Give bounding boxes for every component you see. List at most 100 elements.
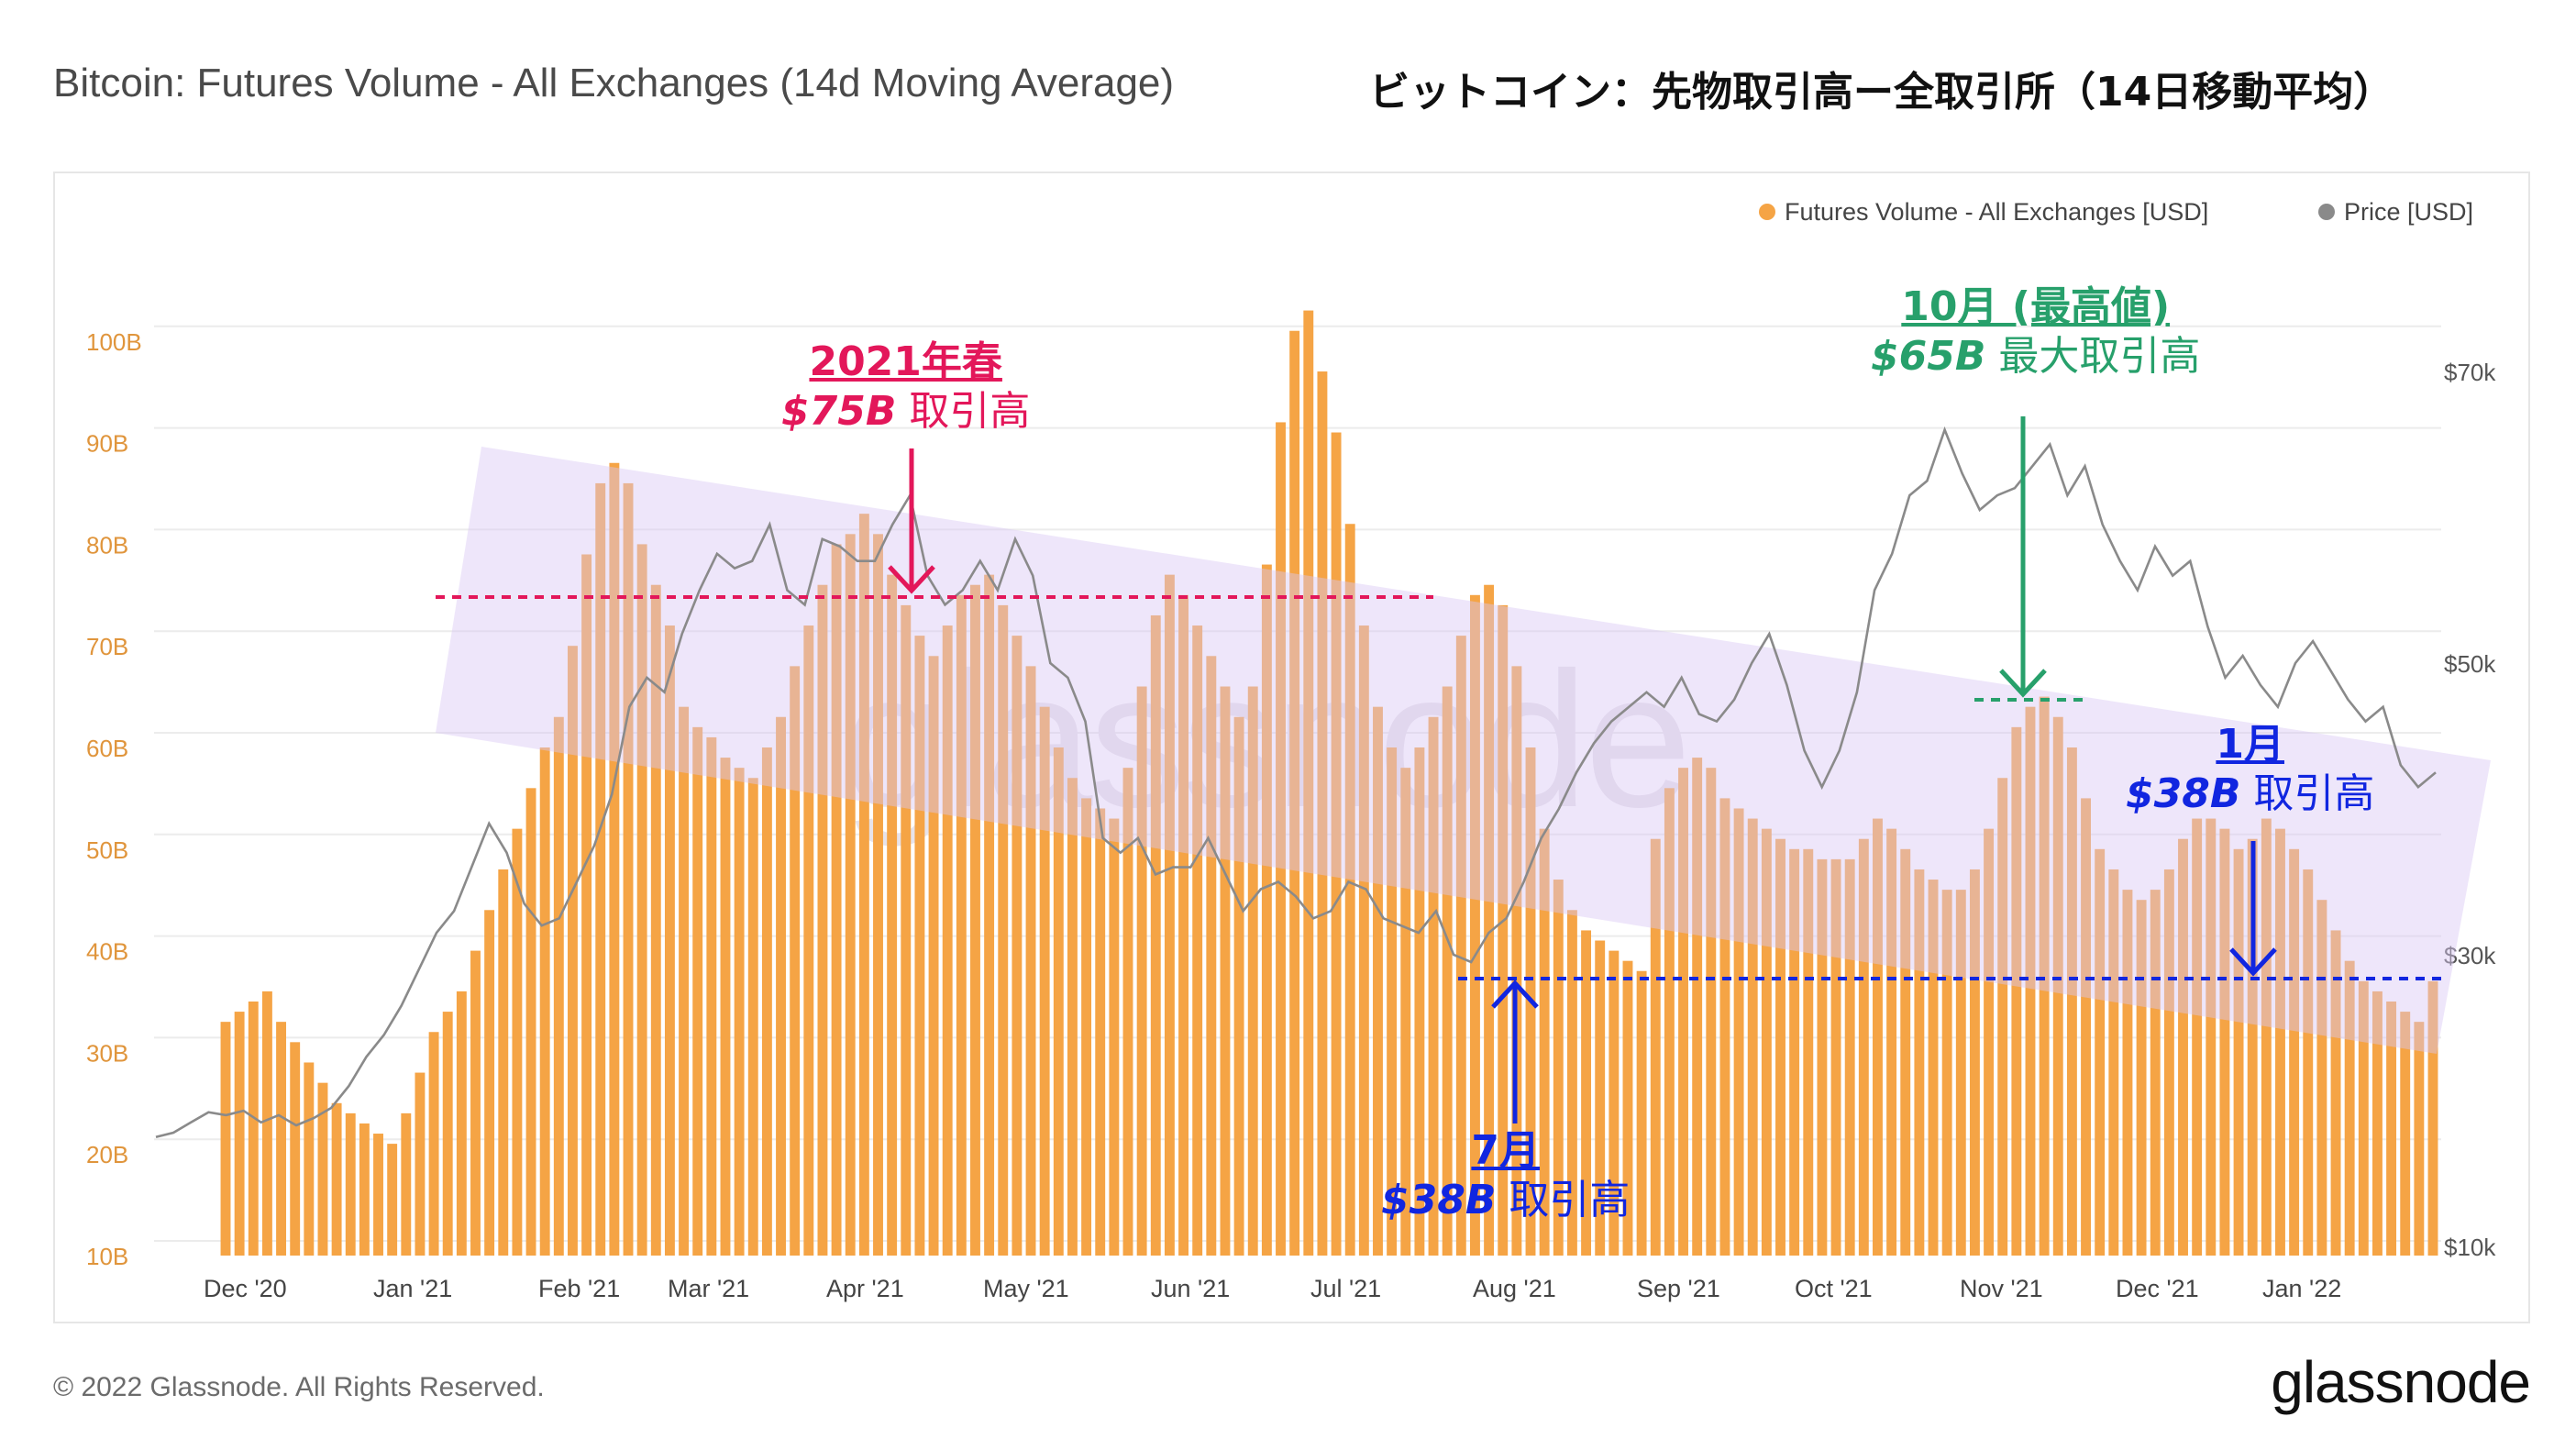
volume-bar (2275, 828, 2285, 1256)
annotation-october-volume: $65B 最大取引高 (1871, 333, 2201, 380)
volume-bar (1233, 716, 1244, 1256)
volume-bar (2261, 818, 2272, 1256)
volume-bar (1067, 778, 1078, 1256)
volume-bar (2219, 828, 2230, 1256)
y-tick-label-left: 50B (86, 836, 128, 864)
volume-bar (1220, 686, 1231, 1256)
chart-title-japanese: ビットコイン：先物取引高ー全取引所（14日移動平均） (1369, 69, 2394, 116)
volume-bar (1539, 828, 1550, 1256)
volume-bar (2039, 696, 2050, 1256)
legend-volume[interactable]: Futures Volume - All Exchanges [USD] (1759, 198, 2208, 227)
annotation-spring: 2021年春 $75B 取引高 (781, 338, 1030, 437)
volume-bar (2289, 848, 2300, 1256)
volume-bar (1609, 950, 1620, 1256)
volume-bar (220, 1022, 231, 1256)
volume-bar (831, 544, 842, 1256)
volume-bar (650, 584, 661, 1256)
volume-bar (1692, 758, 1703, 1256)
chart-panel: 10B 20B 30B 40B 50B 60B 70B 80B 90B 100B $10k $30k $… (53, 172, 2530, 1323)
volume-bar (442, 1012, 453, 1256)
volume-bar (317, 1082, 328, 1256)
volume-bar (1553, 880, 1564, 1256)
volume-bar (2427, 980, 2438, 1256)
volume-bar (1817, 858, 1828, 1256)
y-tick-label-left: 30B (86, 1039, 128, 1067)
volume-bar (456, 991, 467, 1256)
x-tick-label: Oct '21 (1795, 1275, 1873, 1302)
volume-bar (998, 604, 1009, 1256)
volume-bar (1873, 818, 1883, 1256)
volume-bar (914, 636, 925, 1256)
y-tick-label-left: 10B (86, 1243, 128, 1270)
x-tick-label: Feb '21 (538, 1275, 620, 1302)
volume-bar (747, 778, 758, 1256)
volume-bar (970, 584, 980, 1256)
volume-bar (1122, 768, 1133, 1256)
x-tick-label: Apr '21 (826, 1275, 904, 1302)
volume-bar (761, 747, 772, 1256)
volume-bar (776, 716, 786, 1256)
volume-bar (525, 788, 536, 1256)
volume-bar (887, 574, 898, 1256)
volume-bar (1678, 768, 1688, 1256)
volume-bar (2192, 818, 2203, 1256)
volume-bar (845, 534, 856, 1256)
volume-bar (636, 544, 647, 1256)
volume-bar (1498, 604, 1509, 1256)
volume-bar (1664, 788, 1675, 1256)
x-tick-label: Aug '21 (1473, 1275, 1556, 1302)
chart-title: Bitcoin: Futures Volume - All Exchanges … (53, 61, 1175, 105)
volume-bar (679, 706, 690, 1256)
annotation-january-volume: $38B 取引高 (2126, 770, 2375, 817)
y-tick-label-left: 60B (86, 735, 128, 762)
volume-bar (1109, 818, 1120, 1256)
volume-bar (1984, 828, 1995, 1256)
volume-bar (1192, 625, 1203, 1256)
volume-bar (858, 514, 869, 1256)
x-tick-label: Dec '20 (204, 1275, 287, 1302)
y-tick-label-left: 100B (86, 328, 142, 356)
arrow-july-head (1491, 980, 1539, 1009)
volume-bar (2136, 900, 2147, 1256)
y-tick-label-right: $10k (2444, 1234, 2496, 1261)
x-tick-label: Sep '21 (1637, 1275, 1720, 1302)
legend-price[interactable]: Price [USD] (2318, 198, 2473, 227)
x-tick-label: Mar '21 (668, 1275, 749, 1302)
volume-bar (261, 991, 272, 1256)
volume-bar (1789, 848, 1800, 1256)
volume-bar (1261, 564, 1272, 1256)
volume-bar (234, 1012, 245, 1256)
volume-bar (2400, 1012, 2411, 1256)
y-tick-label-left: 40B (86, 938, 128, 966)
volume-bar (1039, 706, 1050, 1256)
legend-volume-label: Futures Volume - All Exchanges [USD] (1785, 198, 2209, 226)
x-tick-label: Jan '22 (2262, 1275, 2341, 1302)
annotation-october-title: 10月 (最高値) (1901, 283, 2171, 330)
volume-bar (1178, 594, 1188, 1256)
volume-bar (623, 482, 634, 1256)
volume-bar (873, 534, 883, 1256)
volume-bar (1025, 666, 1036, 1256)
volume-bar (2095, 848, 2106, 1256)
volume-bar (1941, 890, 1952, 1256)
volume-bar (1136, 686, 1147, 1256)
y-tick-label-left: 20B (86, 1141, 128, 1168)
volume-bar (415, 1072, 426, 1256)
volume-bar (1803, 848, 1814, 1256)
volume-bar (942, 625, 953, 1256)
x-tick-label: Nov '21 (1960, 1275, 2043, 1302)
volume-bar (2025, 706, 2036, 1256)
volume-bar (1955, 890, 1966, 1256)
x-tick-label: Jun '21 (1151, 1275, 1230, 1302)
volume-bar (2178, 838, 2188, 1256)
volume-bar (1761, 828, 1772, 1256)
volume-bar (1747, 818, 1758, 1256)
volume-bar (1636, 970, 1647, 1256)
y-tick-label-right: $50k (2444, 650, 2496, 678)
volume-bar (2303, 869, 2314, 1256)
volume-bar (373, 1134, 383, 1256)
x-tick-label: Jan '21 (373, 1275, 452, 1302)
volume-bar (2414, 1022, 2425, 1256)
volume-bar (1622, 960, 1633, 1256)
glassnode-logo: glassnode (2271, 1349, 2531, 1415)
